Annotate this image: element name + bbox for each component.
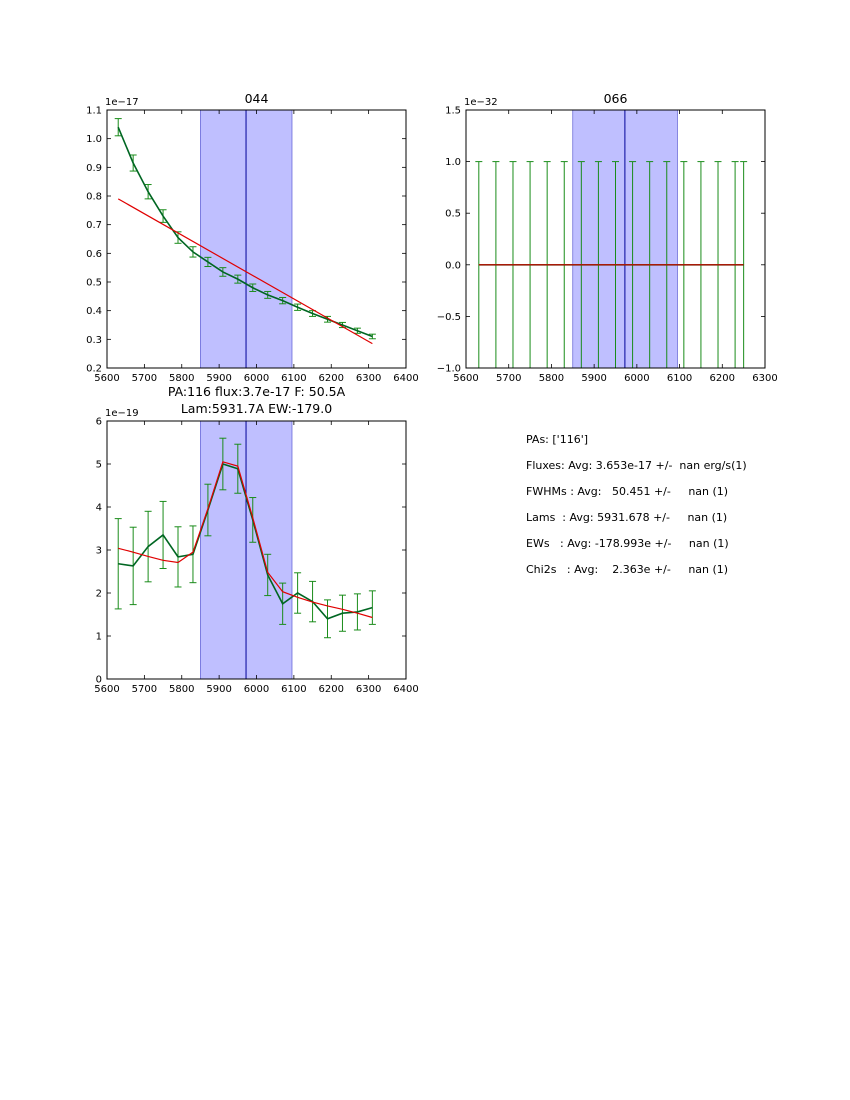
chart-title: PA:116 flux:3.7e-17 F: 50.5A bbox=[168, 384, 346, 399]
summary-ews: EWs : Avg: -178.993e +/- nan (1) bbox=[526, 537, 729, 550]
y-tick-label: 0.5 bbox=[86, 278, 102, 289]
panel-044: 5600 5700 5800 5900 6000 6100 6200 6300 6400 0.2 0… bbox=[86, 91, 419, 384]
y-tick-label: 3 bbox=[96, 546, 102, 557]
y-tick-label: 0.5 bbox=[445, 209, 461, 220]
fit-summary: PAs: ['116'] Fluxes: Avg: 3.653e-17 +/- … bbox=[526, 433, 747, 589]
x-tick-label: 6000 bbox=[624, 373, 649, 384]
data-line bbox=[118, 462, 373, 620]
summary-pas: PAs: ['116'] bbox=[526, 433, 589, 446]
x-tick-label: 5600 bbox=[94, 684, 119, 695]
x-tick-label: 6200 bbox=[319, 684, 344, 695]
y-tick-label: −0.5 bbox=[437, 312, 461, 323]
y-tick-label: 1.1 bbox=[86, 106, 102, 117]
x-tick-label: 6300 bbox=[356, 684, 381, 695]
x-tick-label: 6400 bbox=[393, 684, 418, 695]
panel-066: 5600 5700 5800 5900 6000 6100 6200 6300 −1.0 −0.5… bbox=[437, 91, 778, 384]
summary-fluxes: Fluxes: Avg: 3.653e-17 +/- nan erg/s(1) bbox=[526, 459, 747, 472]
y-tick-label: 0 bbox=[96, 675, 102, 686]
data-line bbox=[117, 126, 373, 338]
summary-fwhms: FWHMs : Avg: 50.451 +/- nan (1) bbox=[526, 485, 729, 498]
x-tick-label: 6300 bbox=[356, 373, 381, 384]
y-tick-label: −1.0 bbox=[437, 364, 461, 375]
panel-pa116: 5600 5700 5800 5900 6000 6100 6200 6300 6400 0 1 2 3… bbox=[94, 384, 418, 695]
y-tick-label: 1.0 bbox=[445, 157, 461, 168]
summary-chi2s: Chi2s : Avg: 2.363e +/- nan (1) bbox=[526, 563, 729, 576]
x-tick-label: 5700 bbox=[132, 684, 157, 695]
y-tick-label: 1.0 bbox=[86, 134, 102, 145]
x-tick-label: 6100 bbox=[667, 373, 692, 384]
x-tick-label: 6000 bbox=[244, 684, 269, 695]
x-tick-label: 6200 bbox=[319, 373, 344, 384]
y-tick-label: 0.6 bbox=[86, 249, 102, 260]
offset-label: 1e−19 bbox=[105, 408, 139, 419]
x-tick-label: 6300 bbox=[752, 373, 777, 384]
chart-subtitle: Lam:5931.7A EW:-179.0 bbox=[181, 401, 332, 416]
model-line bbox=[117, 198, 373, 345]
summary-lams: Lams : Avg: 5931.678 +/- nan (1) bbox=[526, 511, 728, 524]
y-tick-label: 0.7 bbox=[86, 220, 102, 231]
chart-title: 066 bbox=[604, 91, 628, 106]
model-line bbox=[118, 461, 373, 619]
y-tick-label: 1 bbox=[96, 632, 102, 643]
y-tick-label: 1.5 bbox=[445, 106, 461, 117]
x-tick-label: 5600 bbox=[94, 373, 119, 384]
y-tick-label: 4 bbox=[96, 503, 102, 514]
x-tick-label: 5700 bbox=[496, 373, 521, 384]
offset-label: 1e−32 bbox=[464, 97, 498, 108]
y-tick-label: 0.8 bbox=[86, 192, 102, 203]
x-tick-label: 5800 bbox=[169, 373, 194, 384]
x-tick-label: 6400 bbox=[393, 373, 418, 384]
y-tick-label: 0.4 bbox=[86, 306, 102, 317]
axes-frame bbox=[465, 109, 766, 369]
y-tick-label: 0.0 bbox=[445, 260, 461, 271]
x-tick-label: 6200 bbox=[710, 373, 735, 384]
x-tick-label: 6000 bbox=[244, 373, 269, 384]
chart-title: 044 bbox=[245, 91, 269, 106]
y-tick-label: 0.3 bbox=[86, 335, 102, 346]
x-tick-label: 5900 bbox=[581, 373, 606, 384]
y-tick-label: 6 bbox=[96, 417, 102, 428]
x-tick-label: 5700 bbox=[132, 373, 157, 384]
x-tick-label: 6100 bbox=[281, 684, 306, 695]
y-tick-label: 0.2 bbox=[86, 364, 102, 375]
x-tick-label: 6100 bbox=[281, 373, 306, 384]
offset-label: 1e−17 bbox=[105, 97, 139, 108]
y-tick-label: 2 bbox=[96, 589, 102, 600]
x-tick-label: 5900 bbox=[206, 684, 231, 695]
x-tick-label: 5800 bbox=[539, 373, 564, 384]
x-tick-label: 5600 bbox=[453, 373, 478, 384]
y-tick-label: 5 bbox=[96, 460, 102, 471]
x-tick-label: 5900 bbox=[206, 373, 231, 384]
x-tick-label: 5800 bbox=[169, 684, 194, 695]
y-tick-label: 0.9 bbox=[86, 163, 102, 174]
